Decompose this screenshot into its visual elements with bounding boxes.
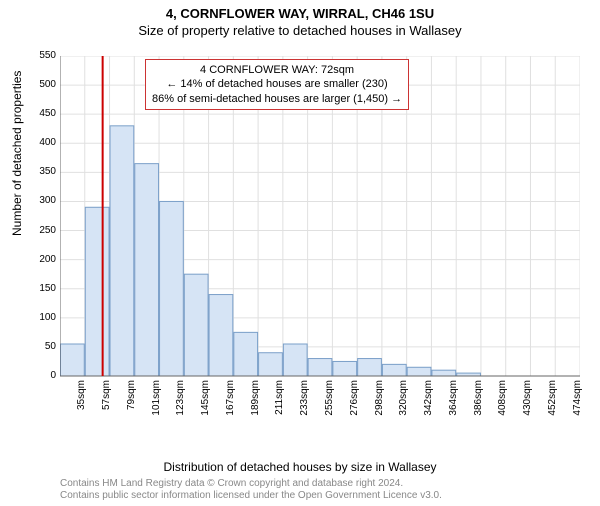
ytick-label: 150 [26,283,56,294]
ytick-label: 400 [26,137,56,148]
xtick-label: 101sqm [151,380,162,420]
xtick-label: 123sqm [175,380,186,420]
ytick-label: 50 [26,341,56,352]
xtick-label: 189sqm [250,380,261,420]
xtick-label: 145sqm [200,380,211,420]
ytick-label: 500 [26,79,56,90]
xtick-label: 35sqm [76,380,87,420]
ytick-label: 100 [26,312,56,323]
xtick-label: 233sqm [299,380,310,420]
xtick-label: 320sqm [398,380,409,420]
infobox-line3: 86% of semi-detached houses are larger (… [152,92,402,106]
xtick-label: 255sqm [324,380,335,420]
xtick-label: 386sqm [473,380,484,420]
xtick-label: 167sqm [225,380,236,420]
ytick-label: 350 [26,166,56,177]
footer-attribution: Contains HM Land Registry data © Crown c… [60,478,442,502]
xtick-label: 298sqm [374,380,385,420]
ytick-label: 550 [26,50,56,61]
ytick-label: 0 [26,370,56,381]
xtick-label: 276sqm [349,380,360,420]
ytick-label: 200 [26,254,56,265]
histogram-plot [60,56,580,416]
xtick-label: 474sqm [572,380,583,420]
xtick-label: 408sqm [497,380,508,420]
footer-line1: Contains HM Land Registry data © Crown c… [60,478,442,490]
xtick-label: 57sqm [101,380,112,420]
xtick-label: 364sqm [448,380,459,420]
xtick-label: 430sqm [522,380,533,420]
x-axis-label: Distribution of detached houses by size … [0,460,600,474]
ytick-label: 250 [26,225,56,236]
xtick-label: 211sqm [274,380,285,420]
ytick-label: 450 [26,108,56,119]
infobox-line1: 4 CORNFLOWER WAY: 72sqm [152,63,402,77]
footer-line2: Contains public sector information licen… [60,490,442,502]
ytick-label: 300 [26,195,56,206]
infobox-line2: ← 14% of detached houses are smaller (23… [152,77,402,91]
page-subtitle: Size of property relative to detached ho… [0,23,600,38]
page-title: 4, CORNFLOWER WAY, WIRRAL, CH46 1SU [0,6,600,21]
xtick-label: 79sqm [126,380,137,420]
y-axis-label: Number of detached properties [10,71,24,236]
property-info-box: 4 CORNFLOWER WAY: 72sqm ← 14% of detache… [145,59,409,110]
xtick-label: 342sqm [423,380,434,420]
chart-container: 4 CORNFLOWER WAY: 72sqm ← 14% of detache… [60,56,580,416]
xtick-label: 452sqm [547,380,558,420]
